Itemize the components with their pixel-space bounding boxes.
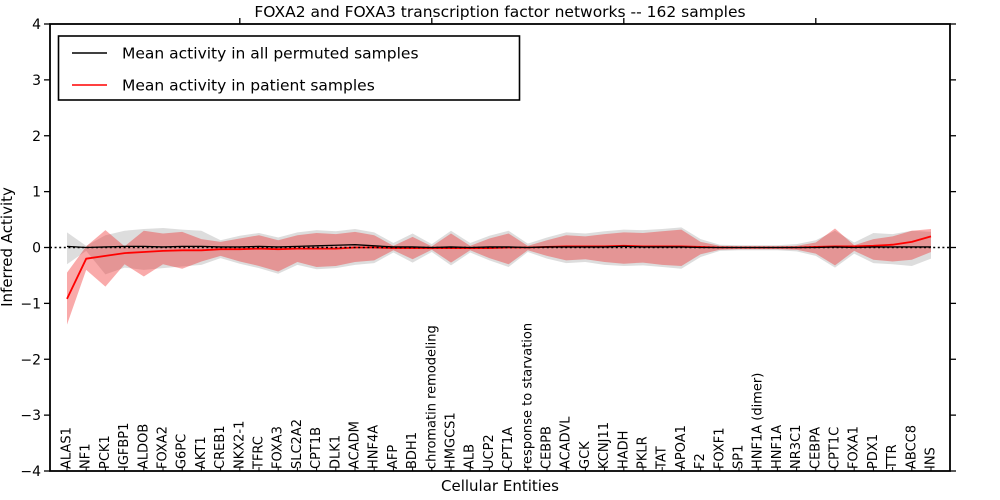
x-tick-label: CEBPA — [808, 427, 823, 469]
y-tick-label: −2 — [20, 352, 41, 368]
x-tick-label: HNF1A — [770, 425, 785, 469]
x-tick-label: F2 — [693, 453, 708, 469]
x-tick-label: APOA1 — [674, 425, 689, 469]
x-tick-label: GCK — [578, 441, 593, 469]
x-tick-label: ABCC8 — [904, 425, 919, 469]
x-tick-label: AKT1 — [194, 436, 209, 469]
legend-box — [57, 35, 521, 101]
axes-frame — [49, 23, 951, 472]
x-tick-label: FOXA2 — [156, 426, 171, 469]
x-tick-label: UCP2 — [482, 434, 497, 469]
x-tick-label: ALAS1 — [60, 427, 75, 469]
x-tick-label: ACADM — [348, 421, 363, 469]
legend-label-permuted: Mean activity in all permuted samples — [122, 45, 419, 63]
patient-range-band — [67, 228, 931, 325]
y-tick-label: 0 — [32, 241, 41, 257]
x-tick-label: BDH1 — [405, 432, 420, 469]
x-tick-label: NR3C1 — [789, 425, 804, 469]
x-tick-label: CPT1C — [828, 427, 843, 469]
x-tick-label: PKLR — [636, 436, 651, 469]
x-tick-label: PDX1 — [866, 434, 881, 469]
x-tick-label: FOXA1 — [847, 426, 862, 469]
legend-label-patient: Mean activity in patient samples — [122, 77, 375, 95]
x-tick-label: HNF1A (dimer) — [751, 373, 766, 469]
x-tick-label: TAT — [655, 446, 670, 470]
x-tick-label: AFP — [386, 445, 401, 469]
x-tick-label: NF1 — [79, 444, 94, 469]
x-tick-label: NKX2-1 — [232, 421, 247, 469]
permuted-range-band — [67, 227, 931, 275]
x-tick-label: HNF4A — [367, 425, 382, 469]
y-axis-label: Inferred Activity — [0, 187, 16, 307]
x-tick-label: SP1 — [732, 445, 747, 469]
x-tick-label: CREB1 — [213, 425, 228, 469]
legend: Mean activity in all permuted samples Me… — [57, 35, 521, 101]
x-tick-label: SLC2A2 — [290, 419, 305, 469]
x-tick-label: PCK1 — [98, 435, 113, 469]
x-tick-label: DLK1 — [328, 435, 343, 469]
x-tick-label: HADH — [616, 431, 631, 469]
y-tick-label: −4 — [20, 464, 41, 480]
x-tick-label: KCNJ11 — [597, 422, 612, 469]
x-tick-label: CPT1A — [501, 427, 516, 469]
x-tick-label: TTR — [885, 444, 900, 470]
y-tick-label: 4 — [32, 17, 41, 33]
x-tick-label: response to starvation — [520, 323, 535, 469]
x-tick-label: TFRC — [252, 436, 267, 470]
x-tick-label: ALB — [463, 444, 478, 469]
x-axis-label: Cellular Entities — [441, 477, 559, 495]
chart-title: FOXA2 and FOXA3 transcription factor net… — [254, 3, 745, 21]
y-tick-label: 3 — [32, 73, 41, 89]
y-tick-label: 1 — [32, 185, 41, 201]
x-tick-label: ACADVL — [559, 416, 574, 469]
x-tick-label: chromatin remodeling — [424, 325, 439, 469]
y-tick-label: 2 — [32, 129, 41, 145]
x-tick-label: IGFBP1 — [117, 423, 132, 469]
x-tick-label: CEBPB — [540, 426, 555, 469]
x-tick-label: CPT1B — [309, 427, 324, 469]
y-tick-label: −1 — [20, 296, 41, 312]
x-tick-label: FOXA3 — [271, 426, 286, 469]
x-tick-label: G6PC — [175, 434, 190, 469]
x-tick-label: FOXF1 — [712, 427, 727, 469]
x-tick-label: ALDOB — [136, 424, 151, 469]
x-tick-label: HMGCS1 — [444, 412, 459, 469]
x-tick-label: INS — [924, 447, 939, 469]
y-tick-label: −3 — [20, 408, 41, 424]
plot-area: 4 3 2 1 0 −1 −2 −3 −4 ALAS1 NF1 PCK1 IGFBP1 ALDOB FOXA… — [20, 17, 956, 480]
